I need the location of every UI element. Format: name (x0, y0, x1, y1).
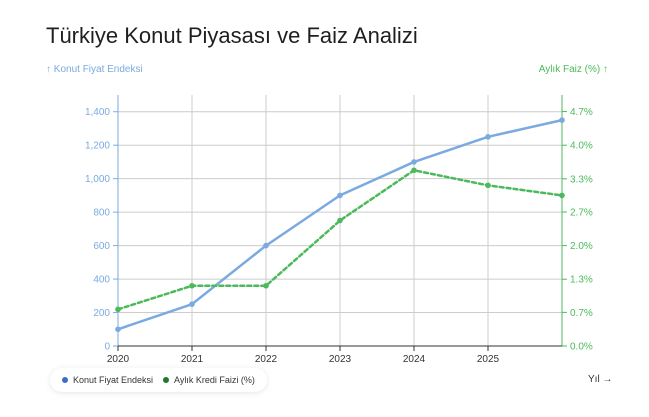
data-point-interest[interactable] (485, 182, 491, 189)
data-point-price-index[interactable] (411, 159, 417, 165)
legend-marker-interest (163, 377, 170, 383)
data-point-price-index[interactable] (485, 134, 491, 140)
y-left-tick-label: 600 (93, 241, 110, 252)
x-tick-label: 2025 (477, 354, 500, 365)
chart-title: Türkiye Konut Piyasası ve Faiz Analizi (46, 23, 418, 48)
data-point-price-index[interactable] (115, 326, 121, 333)
legend-marker-price-index (62, 377, 68, 383)
x-tick-label: 2021 (181, 354, 204, 365)
axes: 0 200 400 600 800 1,000 1,200 1,400 0.0% 0.7% 1.3%… (85, 95, 593, 365)
x-tick-label: 2022 (255, 354, 278, 365)
x-tick-label: 2024 (403, 354, 426, 365)
data-point-interest[interactable] (115, 306, 121, 313)
y-axis-left-label: ↑ Konut Fiyat Endeksi (46, 64, 143, 75)
y-right-tick-label: 3.3% (570, 174, 593, 185)
legend-label-interest: Aylık Kredi Faizi (%) (174, 375, 255, 385)
y-right-tick-label: 0.0% (570, 342, 593, 353)
data-point-interest[interactable] (263, 282, 269, 289)
data-point-interest[interactable] (337, 217, 343, 224)
data-point-price-index[interactable] (189, 301, 195, 307)
data-point-price-index[interactable] (337, 192, 343, 199)
legend-label-price-index: Konut Fiyat Endeksi (73, 375, 154, 385)
y-left-tick-label: 800 (93, 208, 110, 219)
series-markers (115, 117, 565, 333)
y-left-tick-label: 1,400 (85, 107, 110, 118)
y-right-tick-label: 4.7% (570, 107, 593, 118)
x-tick-label: 2020 (107, 354, 130, 365)
data-point-interest[interactable] (189, 282, 195, 289)
data-point-interest[interactable] (411, 167, 417, 174)
y-left-tick-label: 200 (93, 308, 110, 319)
y-right-tick-label: 0.7% (570, 308, 593, 319)
y-left-tick-label: 1,200 (85, 141, 110, 152)
data-point-interest[interactable] (559, 192, 565, 199)
legend-item-interest[interactable]: Aylık Kredi Faizi (%) (163, 375, 255, 385)
y-left-tick-label: 1,000 (85, 174, 110, 185)
y-axis-right-label: Aylık Faiz (%) ↑ (539, 64, 608, 75)
x-axis-label: Yıl → (588, 374, 613, 385)
y-right-tick-label: 4.0% (570, 141, 593, 152)
y-right-tick-label: 2.7% (570, 207, 593, 218)
data-point-price-index[interactable] (559, 117, 565, 123)
legend-item-price-index[interactable]: Konut Fiyat Endeksi (62, 375, 153, 385)
y-right-tick-label: 1.3% (570, 275, 593, 286)
y-right-tick-label: 2.0% (570, 241, 593, 252)
legend: Konut Fiyat Endeksi Aylık Kredi Faizi (%… (50, 368, 267, 392)
y-left-tick-label: 400 (93, 275, 110, 286)
data-point-price-index[interactable] (263, 242, 269, 249)
y-left-tick-label: 0 (104, 342, 110, 353)
x-tick-label: 2023 (329, 354, 352, 365)
